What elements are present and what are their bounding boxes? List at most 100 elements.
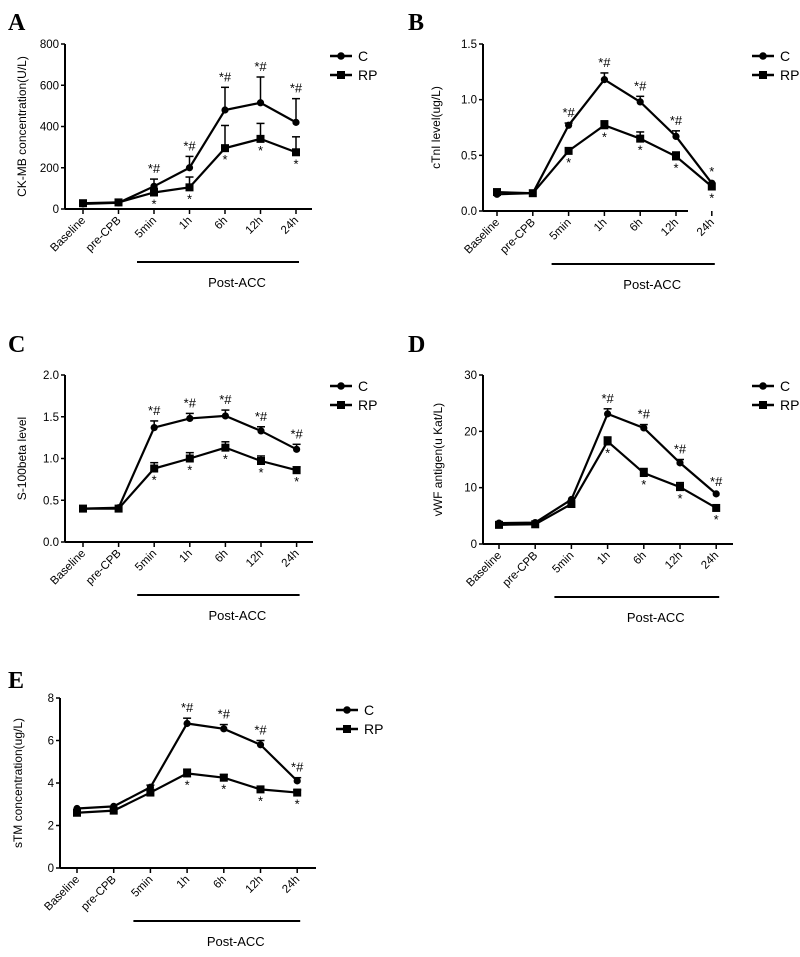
post-acc-label: Post-ACC	[209, 608, 267, 623]
panel-b: B 0.0 0.5 1.0 1.5 cTnI level(ug/L) Baselinepre…	[408, 10, 799, 292]
legend-label: C	[358, 48, 368, 64]
legend-marker-square	[337, 71, 345, 79]
significance-mark-c: *#	[291, 760, 304, 775]
y-tick-label: 0.5	[43, 495, 59, 507]
data-point-c	[293, 445, 301, 453]
legend-marker-square	[343, 725, 351, 733]
significance-mark-c: *#	[290, 426, 303, 441]
panel-e: E 0 2 4 6 8 sTM concentration(ug/L) Baselinepre…	[8, 668, 383, 949]
x-tick-label: 24h	[695, 217, 717, 239]
data-point-rp	[600, 121, 609, 130]
series-c: *# *# *# *# *#	[79, 59, 303, 208]
series-rp: * * * *	[73, 768, 302, 817]
x-tick-label: 24h	[280, 874, 302, 896]
x-tick-label: 12h	[244, 215, 266, 237]
data-point-rp	[73, 808, 81, 817]
x-tick-label: 1h	[595, 550, 613, 568]
significance-mark-rp: *	[677, 491, 682, 506]
x-tick-label: Baseline	[462, 217, 502, 257]
data-point-rp	[257, 457, 265, 466]
y-axis-title: vWF antigen(u Kat/L)	[431, 403, 445, 516]
series-line	[498, 412, 717, 525]
data-point-rp	[219, 773, 228, 782]
y-tick-label: 200	[40, 163, 59, 175]
panel-c: C 0.0 0.5 1.0 1.5 2.0 S-100beta level Baselinep…	[8, 332, 377, 623]
y-tick-label: 0	[48, 863, 54, 875]
significance-mark-rp: *	[673, 160, 678, 175]
data-point-rp	[292, 466, 301, 475]
y-tick-label: 1.5	[43, 412, 59, 424]
series-rp: * * * * *	[493, 120, 716, 206]
legend: C RP	[752, 378, 799, 413]
x-tick-label: 1h	[177, 215, 195, 233]
data-point-rp	[256, 134, 265, 143]
post-acc-label: Post-ACC	[208, 275, 266, 290]
data-point-c	[600, 76, 609, 84]
legend-label: C	[358, 378, 368, 394]
significance-mark-rp: *	[187, 191, 192, 206]
legend: C RP	[752, 48, 799, 83]
x-tick-label: pre-CPB	[84, 214, 124, 254]
data-point-c	[186, 414, 194, 423]
data-point-rp	[114, 198, 123, 207]
legend-marker-circle	[337, 52, 345, 60]
significance-mark-c: *#	[255, 409, 268, 424]
significance-mark-c: *#	[148, 161, 161, 176]
panel-letter: B	[408, 10, 424, 36]
data-point-c	[292, 118, 300, 126]
legend: C RP	[330, 48, 377, 83]
y-axis-title: S-100beta level	[15, 417, 29, 500]
x-tick-label: 12h	[659, 217, 681, 239]
y-tick-label: 0.0	[461, 206, 477, 218]
series-c: *# *# *# *#	[495, 391, 723, 527]
data-point-rp	[292, 148, 300, 157]
legend-marker-square	[759, 71, 767, 79]
data-point-c	[257, 427, 265, 435]
legend-label: RP	[358, 67, 377, 83]
data-point-c	[256, 99, 265, 107]
legend-label: C	[364, 702, 374, 718]
panel-d: D 0 10 20 30 vWF antigen(u Kat/L) Baselinepre-…	[408, 332, 799, 625]
data-point-c	[640, 424, 648, 432]
y-axis-title: sTM concentration(ug/L)	[11, 718, 25, 848]
data-point-c	[293, 777, 301, 785]
x-tick-label: Baseline	[48, 548, 88, 588]
y-tick-label: 0.5	[461, 150, 477, 162]
y-tick-label: 0.0	[43, 537, 59, 549]
data-point-rp	[146, 788, 155, 797]
significance-mark-rp: *	[152, 473, 157, 488]
y-tick-label: 2	[48, 821, 54, 833]
y-axis-title: CK-MB concentration(U/L)	[15, 56, 29, 197]
data-point-rp	[672, 152, 680, 161]
y-tick-label: 8	[48, 693, 54, 705]
data-point-rp	[567, 500, 576, 509]
x-tick-label: 1h	[592, 217, 610, 235]
legend: C RP	[336, 702, 383, 737]
legend-label: C	[780, 48, 790, 64]
legend-marker-square	[337, 401, 345, 409]
data-point-rp	[603, 437, 612, 446]
x-tick-label: pre-CPB	[501, 549, 541, 589]
x-tick-label: 12h	[663, 550, 685, 572]
significance-mark-c: *#	[670, 113, 683, 128]
legend-marker-circle	[759, 382, 767, 390]
legend-marker-circle	[337, 382, 345, 390]
significance-mark-rp: *	[258, 143, 263, 158]
data-point-rp	[712, 503, 721, 512]
data-point-c	[604, 410, 612, 418]
y-tick-label: 1.0	[43, 454, 59, 466]
y-tick-label: 6	[48, 736, 54, 748]
significance-mark-c: *#	[290, 81, 303, 96]
legend-label: RP	[780, 67, 799, 83]
data-point-rp	[221, 443, 230, 452]
significance-mark-c: *#	[181, 700, 194, 715]
significance-mark-rp: *	[295, 797, 300, 812]
data-point-rp	[79, 504, 87, 513]
y-tick-label: 0	[471, 539, 477, 551]
data-point-rp	[150, 464, 159, 473]
panel-a: A 0 200 400 600 800 CK-MB concentration(U/L) Ba…	[8, 10, 377, 290]
significance-mark-c: *#	[638, 407, 651, 422]
data-point-rp	[185, 183, 194, 192]
legend-marker-circle	[343, 706, 351, 714]
